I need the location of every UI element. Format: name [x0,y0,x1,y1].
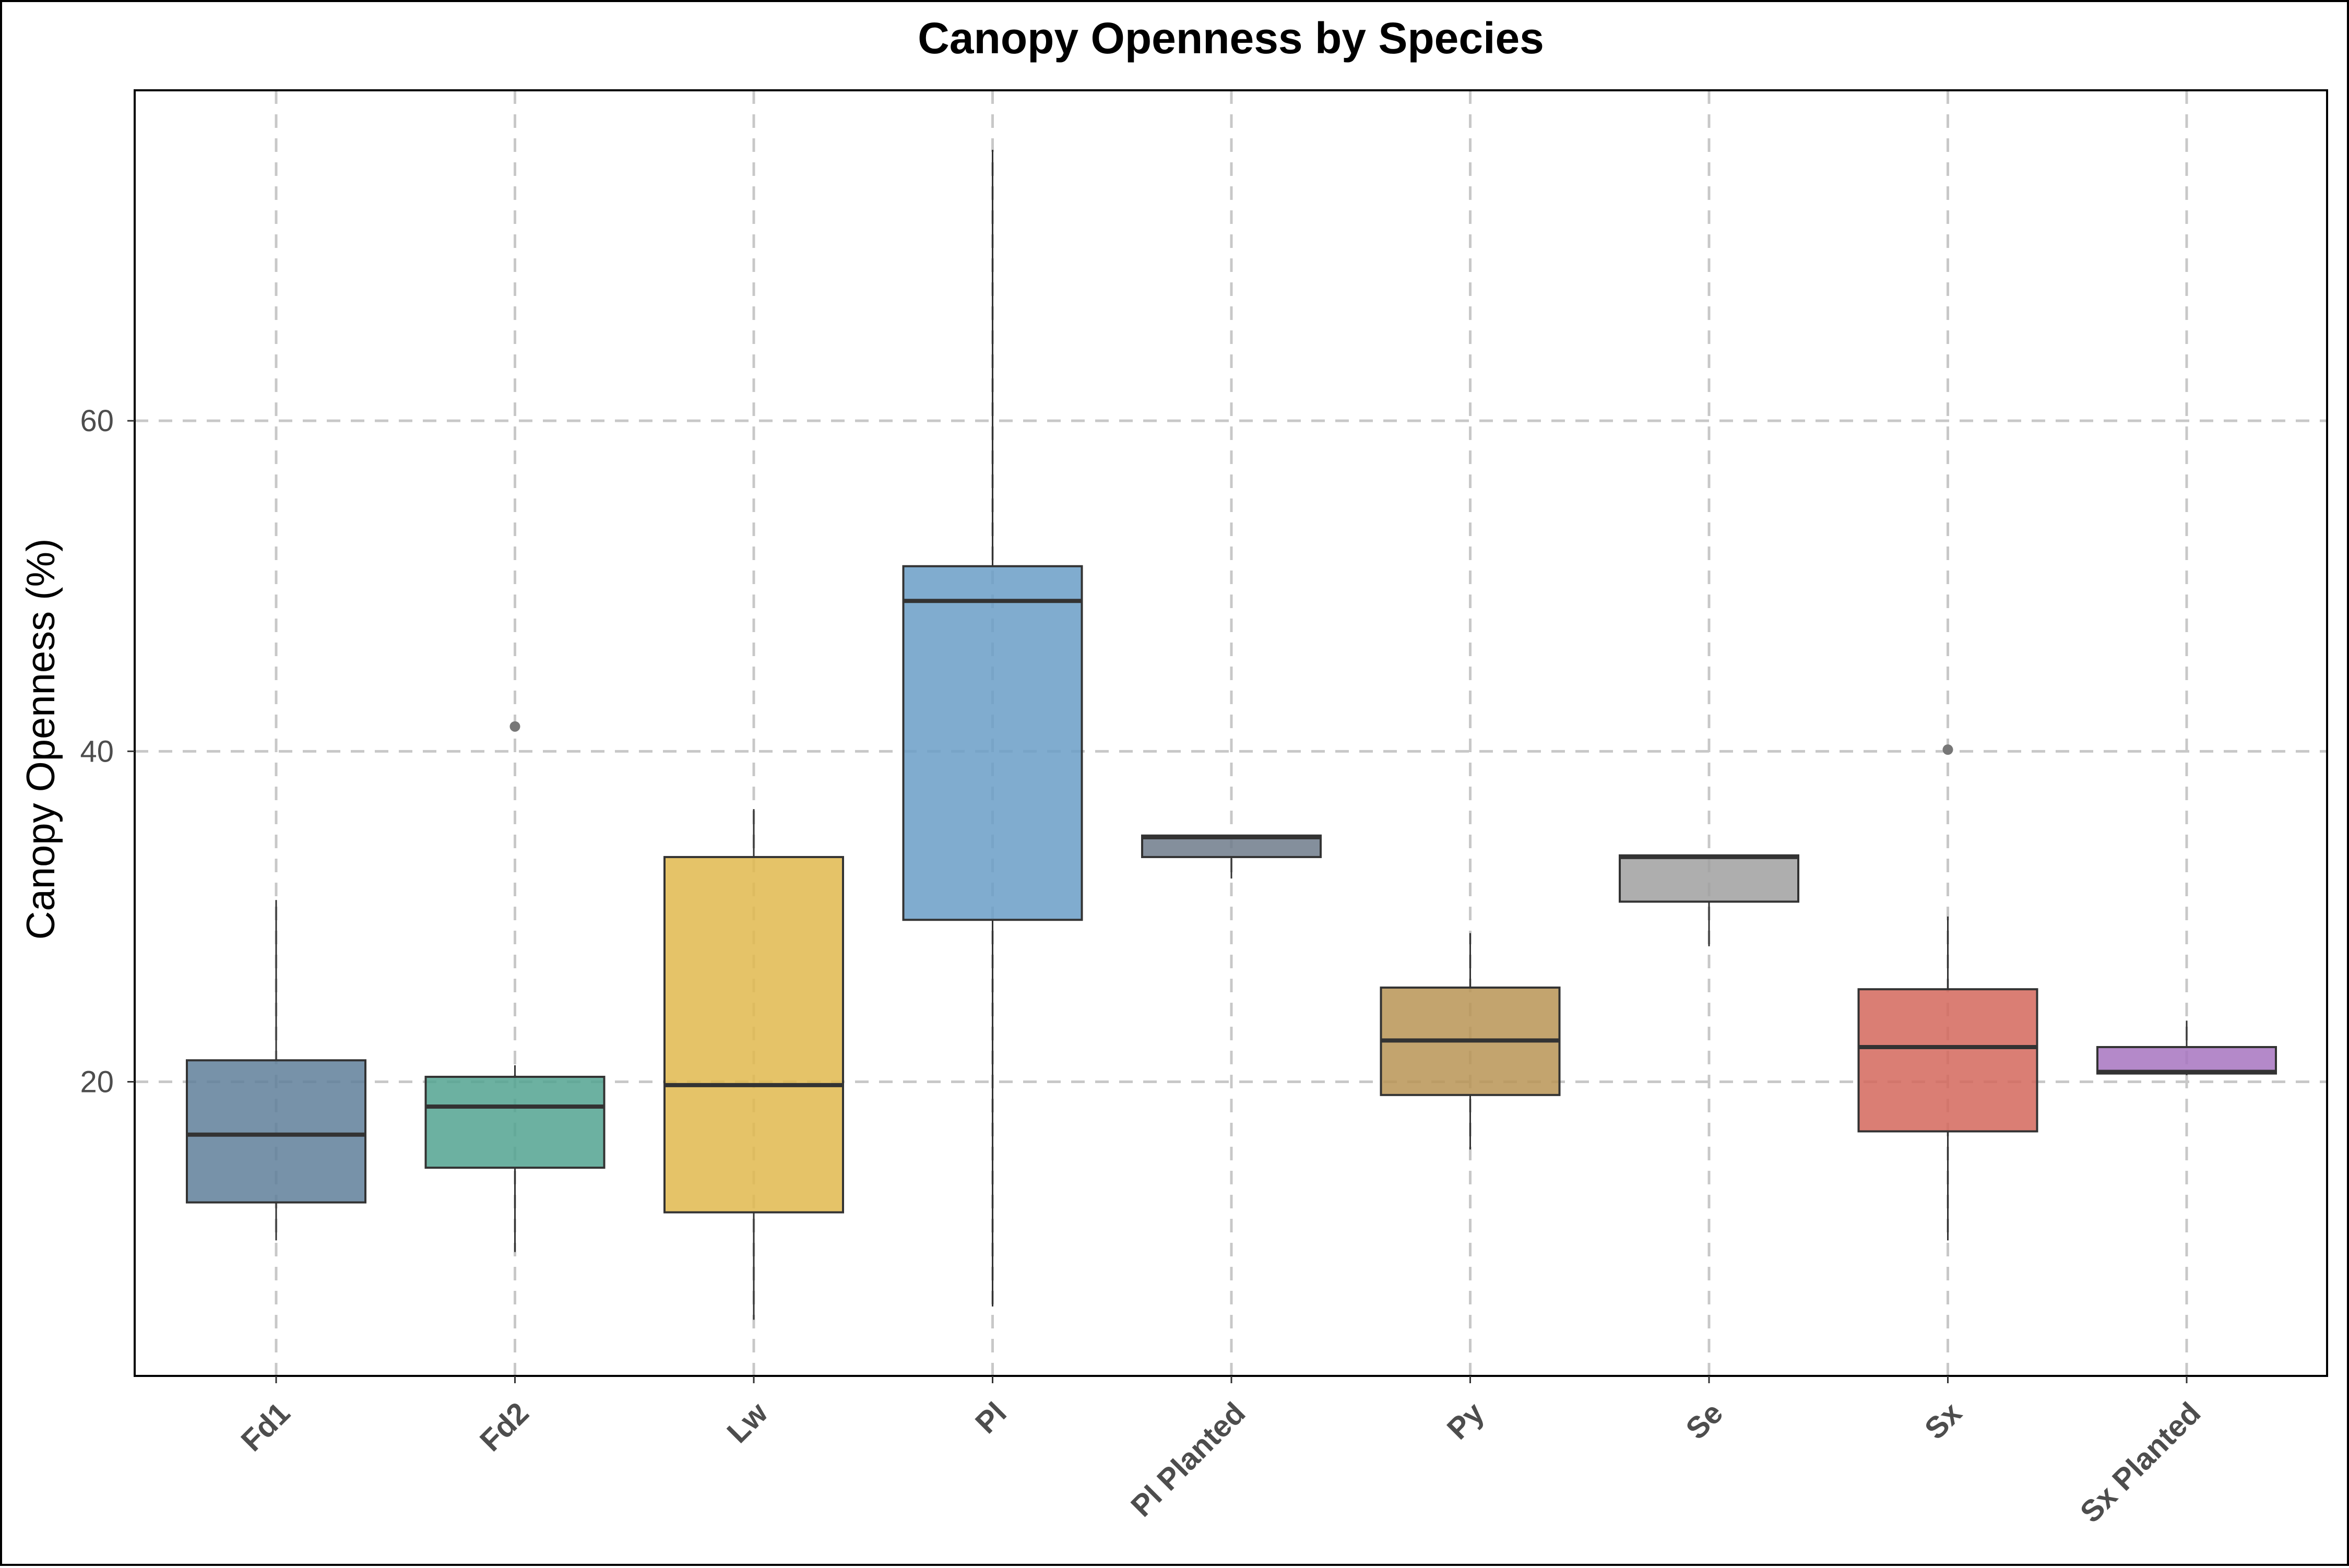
y-axis-label: Canopy Openness (%) [19,539,63,940]
box-7 [1619,854,1799,946]
box-3 [663,809,844,1320]
x-tick-label: Sx Planted [2074,1396,2208,1529]
y-tick-label: 20 [80,1065,114,1099]
box-8 [1857,744,2038,1241]
box-1 [186,900,366,1241]
box-iqr [902,565,1083,921]
box-6 [1380,933,1561,1150]
box-4 [902,149,1083,1307]
y-tick-label: 40 [80,734,114,768]
box-iqr [424,1075,606,1169]
y-tick-label: 60 [80,404,114,438]
grid-lines [135,90,2327,1376]
box-iqr [663,856,844,1214]
box-5 [1141,834,1322,879]
box-iqr [1619,854,1799,903]
chart-title: Canopy Openness by Species [918,14,1544,63]
box-9 [2096,1020,2277,1075]
box-iqr [1857,988,2038,1133]
x-tick-label: Lw [720,1396,775,1450]
outlier-point [509,721,520,732]
x-axis-ticks: Fd1 Fd2 Lw Pl Pl Planted Py Se Sx Sx Planted [234,1376,2207,1529]
x-tick-label: Fd2 [473,1396,536,1458]
outlier-point [1942,744,1953,755]
x-tick-label: Pl [969,1396,1013,1440]
y-axis-ticks: 20 40 60 [80,404,135,1099]
x-tick-label: Py [1441,1396,1491,1446]
x-tick-label: Fd1 [234,1396,296,1458]
boxes-layer [186,149,2277,1320]
x-tick-label: Se [1679,1396,1729,1446]
box-iqr [186,1059,366,1204]
x-tick-label: Sx [1918,1396,1968,1446]
x-tick-label: Pl Planted [1124,1396,1252,1523]
box-2 [424,721,606,1252]
box-iqr [2096,1046,2277,1075]
